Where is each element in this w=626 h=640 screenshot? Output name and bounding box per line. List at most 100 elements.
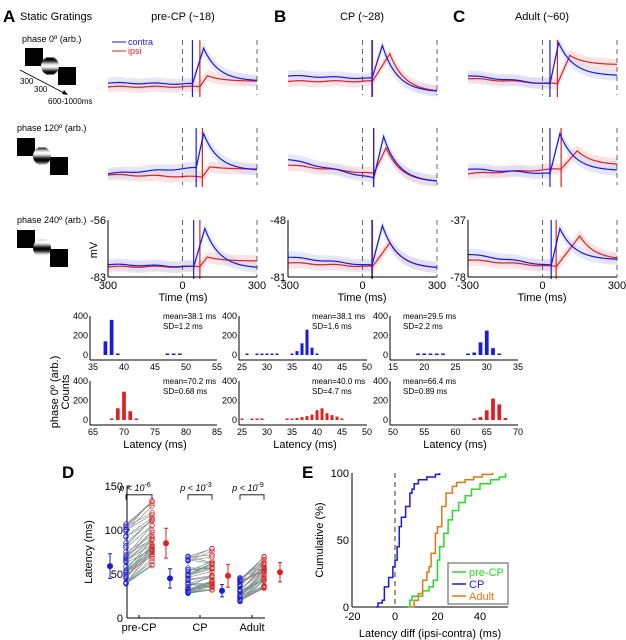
pair-line <box>187 561 213 572</box>
mean-point <box>107 563 113 570</box>
hist-x-tick: 35 <box>513 362 523 372</box>
hist-sd: SD=4.7 ms <box>312 387 352 396</box>
contra-point <box>237 593 243 599</box>
hist-mean: mean=40.0 ms <box>312 377 365 386</box>
ipsi-hist-bar <box>300 417 304 420</box>
black-square-icon <box>58 67 76 85</box>
pair-line <box>187 580 213 592</box>
latency-label-c: Latency (ms) <box>423 439 487 451</box>
hist-y-tick: 400 <box>222 311 237 321</box>
contra-hist-bar <box>295 351 299 355</box>
pair-line <box>125 532 153 560</box>
ipsi-point <box>261 554 267 560</box>
ipsi-point <box>149 555 155 562</box>
pair-line <box>125 539 153 571</box>
legend-label-cp: CP <box>469 579 484 591</box>
hist-x-tick: 35 <box>88 362 98 372</box>
hist-y-tick: 200 <box>222 331 237 341</box>
stim-label-0: phase 0º (arb.) <box>22 34 81 44</box>
contra-point <box>185 574 191 581</box>
hist-x-tick: 60 <box>450 427 460 437</box>
contra-point <box>123 521 129 527</box>
ipsi-point <box>149 527 155 534</box>
hist-x-tick: 30 <box>482 362 492 372</box>
contra-hist-bar <box>305 329 309 355</box>
ipsi-hist-bar <box>335 416 339 420</box>
ipsi-point <box>261 575 267 581</box>
contra-point <box>123 549 129 555</box>
ipsi-hist-bar <box>340 418 344 420</box>
ipsi-hist-bar <box>484 410 489 420</box>
x-tick-label: -300 <box>277 280 299 292</box>
x-tick-label: 0 <box>539 280 545 292</box>
pair-line <box>125 502 153 525</box>
contra-point <box>237 576 243 582</box>
pair-line <box>239 578 265 596</box>
contra-point <box>123 574 129 580</box>
hist-x-tick: 45 <box>337 362 347 372</box>
pair-line <box>187 575 213 580</box>
ipsi-point <box>209 577 215 584</box>
x-tick-label: 300 <box>608 280 626 292</box>
contra-trace <box>467 226 618 267</box>
hist-x-tick: 45 <box>150 362 160 372</box>
pair-line <box>239 559 265 588</box>
hist-x-tick: 70 <box>513 427 523 437</box>
contra-hist-bar <box>245 353 249 355</box>
y-tick-label: -56 <box>90 215 106 227</box>
ipsi-hist-bar <box>503 418 508 420</box>
contra-point <box>123 567 129 573</box>
pair-line <box>187 556 213 562</box>
hist-mean: mean=29.5 ms <box>403 312 456 321</box>
e-y-tick: 0 <box>343 602 349 614</box>
hist-x-tick: 25 <box>237 427 247 437</box>
ipsi-point <box>209 572 215 579</box>
ipsi-point <box>149 512 155 518</box>
latency-label-b: Latency (ms) <box>273 439 337 451</box>
hist-x-tick: 55 <box>419 427 429 437</box>
ipsi-hist-bar <box>491 398 495 420</box>
mean-point <box>163 540 169 547</box>
pair-line <box>125 500 153 528</box>
hist-x-tick: 70 <box>119 427 129 437</box>
ipsi-hist-bar <box>134 418 139 420</box>
pair-line <box>239 563 265 586</box>
hist-y-tick: 400 <box>73 376 88 386</box>
pair-line <box>187 568 213 577</box>
ipsi-point <box>209 554 215 560</box>
mean-point <box>219 587 225 594</box>
hist-x-tick: 20 <box>419 362 429 372</box>
contra-point <box>185 589 191 595</box>
hist-x-tick: 30 <box>262 427 272 437</box>
ipsi-point <box>149 533 155 539</box>
pair-line <box>187 564 213 576</box>
contra-hist-bar <box>255 353 259 355</box>
ipsi-hist-bar <box>295 418 299 420</box>
ipsi-point <box>261 557 267 563</box>
hist-sd: SD=1.2 ms <box>163 322 203 331</box>
mv-label: mV <box>88 241 100 258</box>
ipsi-hist-bar <box>315 410 319 420</box>
contra-hist-bar <box>270 353 274 355</box>
ipsi-point <box>209 545 215 552</box>
pair-line <box>187 577 213 584</box>
ipsi-trace <box>287 146 438 182</box>
p-value: p < 10-9 <box>231 482 264 493</box>
hist-x-tick: 45 <box>337 427 347 437</box>
d-y-tick: 0 <box>117 613 123 625</box>
hist-y-tick: 400 <box>373 311 388 321</box>
stim-label-240: phase 240º (arb.) <box>17 215 86 225</box>
ipsi-point <box>149 517 155 523</box>
panel-label-e: E <box>302 463 313 482</box>
e-x-tick: 40 <box>474 611 486 623</box>
hist-x-tick: 35 <box>287 427 297 437</box>
pair-line <box>187 554 213 558</box>
hist-y-tick: 200 <box>222 396 237 406</box>
e-ylabel: Cumulative (%) <box>314 502 326 577</box>
hist-x-tick: 50 <box>362 427 372 437</box>
ipsi-hist-bar <box>325 413 329 420</box>
contra-point <box>185 553 191 559</box>
e-x-tick: 20 <box>431 611 443 623</box>
legend-label-pre-cp: pre-CP <box>469 567 504 579</box>
